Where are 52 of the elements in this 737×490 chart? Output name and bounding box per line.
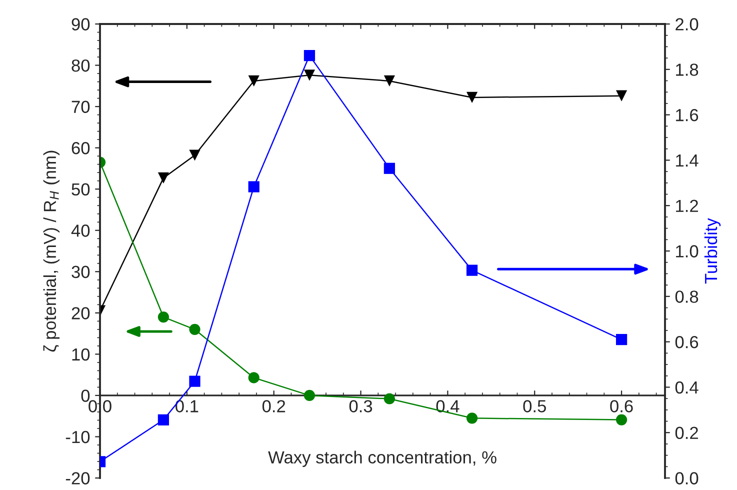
y2-tick-label: 0.8 [675, 290, 698, 303]
y-tick-label: 50 [72, 183, 90, 196]
point [248, 75, 260, 87]
y-tick-label: 70 [72, 100, 90, 114]
point [466, 264, 478, 276]
x-tick-label: 0.2 [262, 400, 286, 412]
x-tick-label: 0.6 [610, 400, 633, 412]
x-tick-label: 0.4 [436, 400, 460, 412]
y2-axis-title: Turbidity [704, 218, 721, 284]
point [158, 172, 170, 184]
point [304, 390, 316, 402]
x-axis-title: Waxy starch concentration, % [268, 450, 496, 467]
y-tick-label: 20 [72, 307, 90, 320]
point [189, 376, 200, 387]
x-tick-label: 0.3 [349, 400, 372, 412]
point [158, 311, 170, 323]
y-tick-label: 90 [72, 18, 90, 30]
y2-tick-label: 2.0 [676, 18, 698, 30]
y2-tick-label: 0.4 [675, 381, 698, 394]
point [158, 414, 170, 426]
point [384, 75, 396, 87]
y2-tick-label: 1.0 [676, 245, 698, 258]
point [304, 70, 316, 81]
y-tick-label: 40 [71, 224, 90, 237]
point [248, 181, 260, 192]
point [189, 150, 200, 161]
y2-tick-label: 0.6 [675, 336, 698, 348]
point [304, 50, 316, 62]
y2-tick-label: 0.2 [675, 426, 698, 440]
point [616, 90, 628, 102]
y-tick-label: -20 [66, 472, 90, 484]
point [466, 92, 478, 104]
y-tick-label: -10 [66, 430, 90, 444]
point [384, 162, 396, 174]
y2-tick-label: 1.4 [676, 154, 698, 166]
y2-tick-label: 1.2 [676, 200, 698, 212]
point [248, 372, 260, 384]
point [616, 414, 628, 426]
point [616, 334, 628, 346]
y2-tick-label: 1.8 [676, 64, 698, 76]
y-tick-label: 0 [81, 390, 90, 402]
x-tick-label: 0.5 [523, 400, 546, 412]
point [384, 393, 396, 404]
y2-tick-label: 0.0 [675, 472, 698, 484]
point [466, 412, 478, 424]
y-tick-label: 10 [72, 348, 90, 361]
y-tick-label: 60 [72, 142, 90, 154]
y2-tick-label: 1.6 [676, 108, 698, 122]
y-tick-label: 80 [72, 59, 90, 72]
y-tick-label: 30 [72, 266, 90, 278]
point [189, 324, 200, 335]
y-axis-title: ζ potential, (mV) / R$_{H}$ (nm) [43, 150, 60, 352]
